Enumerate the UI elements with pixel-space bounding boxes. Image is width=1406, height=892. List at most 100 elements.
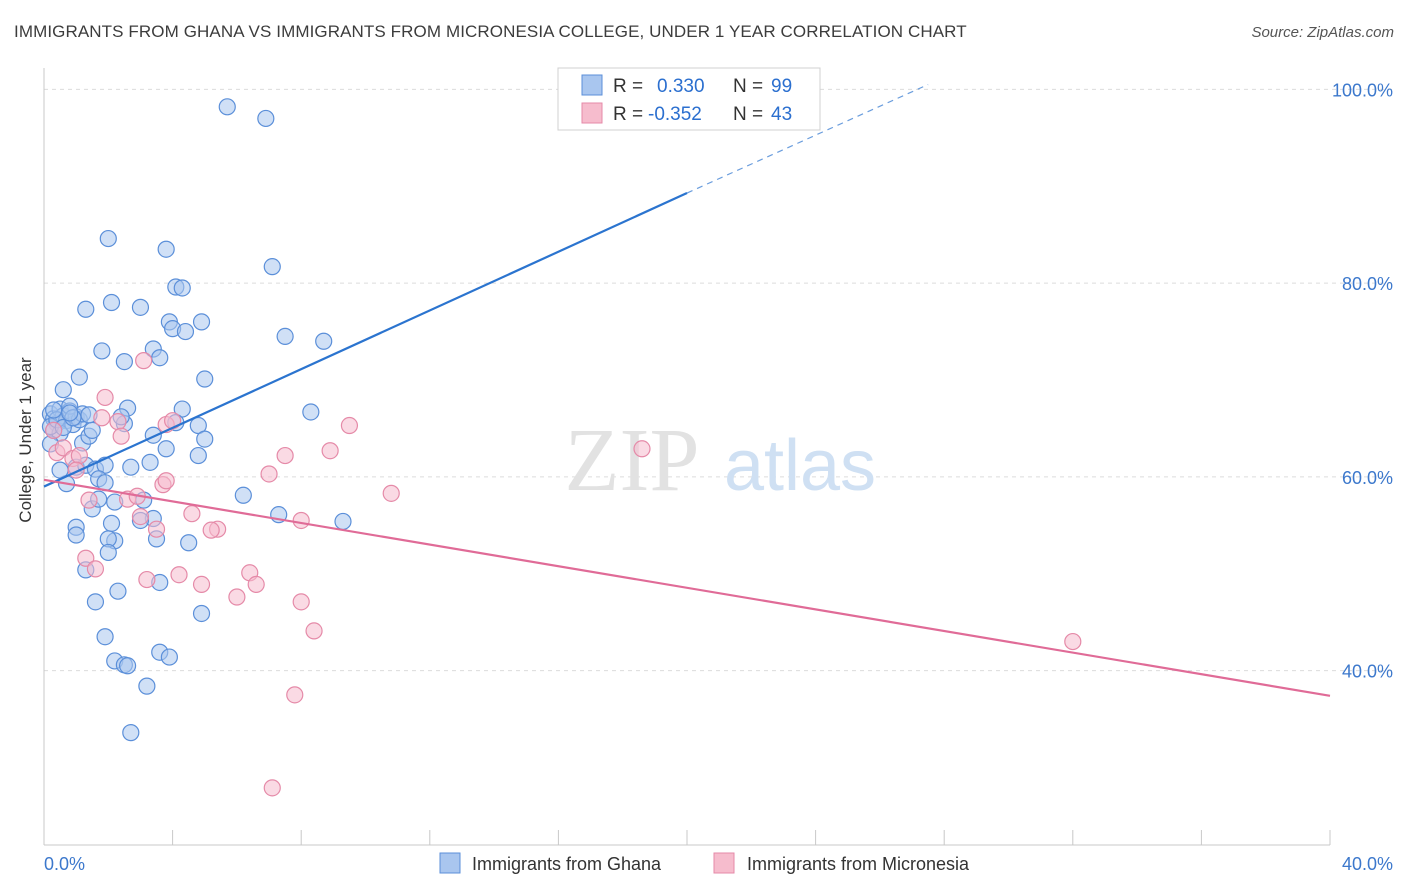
data-point — [263, 779, 281, 797]
data-point — [160, 648, 178, 666]
data-point — [305, 622, 323, 640]
legend-r-value-micronesia: -0.352 — [648, 104, 702, 125]
data-point — [54, 381, 72, 399]
data-point — [93, 342, 111, 360]
chart-title: IMMIGRANTS FROM GHANA VS IMMIGRANTS FROM… — [14, 22, 967, 41]
data-point — [257, 109, 275, 128]
data-point — [170, 566, 188, 584]
data-point — [183, 505, 201, 523]
data-point — [260, 465, 278, 483]
legend-r-value-ghana: 0.330 — [657, 76, 705, 97]
legend-r-label-ghana: R = — [613, 76, 643, 97]
series-micronesia-points — [45, 352, 1082, 797]
data-point — [118, 657, 137, 675]
data-point — [218, 98, 236, 116]
correlation-legend: R = 0.330 N = 99 R = -0.352 N = 43 — [557, 67, 821, 131]
data-point — [61, 404, 79, 422]
data-point — [334, 512, 352, 531]
data-point — [45, 401, 63, 419]
data-point — [122, 458, 140, 476]
data-point — [247, 575, 265, 594]
legend-swatch-micronesia — [581, 102, 603, 124]
data-point — [99, 543, 117, 562]
data-point — [96, 388, 114, 407]
data-point — [263, 258, 281, 276]
data-point — [192, 313, 211, 331]
data-point — [192, 575, 211, 594]
data-point — [633, 440, 651, 458]
data-point — [286, 686, 304, 704]
data-point — [86, 560, 105, 578]
data-point — [54, 439, 72, 457]
source-label: Source: ZipAtlas.com — [1251, 24, 1394, 41]
data-point — [70, 446, 88, 465]
series-legend-swatch-micronesia — [713, 852, 735, 874]
series-ghana-points — [41, 98, 352, 742]
data-point — [77, 549, 95, 567]
data-point — [340, 416, 359, 435]
data-point — [70, 368, 88, 386]
data-point — [151, 349, 169, 367]
data-point — [112, 427, 130, 445]
data-point — [99, 229, 117, 248]
data-point — [131, 298, 150, 316]
watermark-zip: ZIP — [565, 411, 700, 510]
data-point — [96, 628, 114, 646]
data-point — [1064, 632, 1082, 651]
legend-n-label-ghana: N = — [733, 76, 763, 97]
data-point — [202, 521, 220, 539]
data-point — [109, 413, 127, 431]
legend-n-value-ghana: 99 — [771, 76, 792, 97]
trend-line — [43, 478, 1331, 697]
y-tick-label: 60.0% — [1342, 468, 1393, 488]
data-point — [157, 440, 175, 458]
data-point — [302, 403, 320, 421]
data-point — [276, 327, 294, 346]
legend-n-label-micronesia: N = — [733, 104, 763, 125]
data-point — [321, 442, 339, 460]
series-legend-label-micronesia: Immigrants from Micronesia — [747, 854, 970, 874]
data-point — [176, 322, 195, 341]
series-legend-swatch-ghana — [439, 852, 461, 874]
data-point — [192, 604, 211, 623]
data-point — [315, 332, 333, 350]
data-point — [180, 534, 198, 552]
data-point — [80, 491, 98, 509]
data-point — [276, 446, 294, 465]
data-point — [173, 279, 191, 297]
y-tick-label: 100.0% — [1332, 80, 1393, 100]
data-point — [196, 370, 214, 388]
series-legend: Immigrants from Ghana Immigrants from Mi… — [439, 852, 970, 874]
x-tick-label: 0.0% — [44, 854, 85, 874]
series-legend-label-ghana: Immigrants from Ghana — [472, 854, 662, 874]
data-point — [196, 430, 214, 448]
legend-n-value-micronesia: 43 — [771, 104, 792, 125]
data-point — [234, 486, 252, 504]
trend-line — [43, 192, 688, 488]
legend-r-label-micronesia: R = — [613, 104, 643, 125]
data-point — [77, 300, 95, 318]
data-point — [138, 570, 156, 589]
data-point — [93, 409, 111, 427]
data-point — [292, 593, 310, 611]
data-point — [138, 677, 156, 695]
y-tick-label: 40.0% — [1342, 662, 1393, 682]
data-point — [122, 724, 140, 742]
x-tick-label: 40.0% — [1342, 854, 1393, 874]
data-point — [157, 472, 175, 490]
data-point — [141, 453, 159, 471]
trend-line-extension — [686, 83, 929, 194]
data-point — [131, 507, 150, 526]
data-point — [228, 588, 246, 606]
axes — [43, 68, 1331, 846]
data-point — [102, 514, 121, 532]
trend-lines — [43, 83, 1331, 697]
data-point — [189, 446, 207, 465]
grid-lines — [44, 88, 1392, 672]
data-point — [157, 240, 175, 258]
data-point — [86, 593, 105, 611]
watermark: ZIP atlas — [565, 411, 877, 510]
data-point — [115, 352, 133, 371]
data-point — [147, 520, 166, 538]
